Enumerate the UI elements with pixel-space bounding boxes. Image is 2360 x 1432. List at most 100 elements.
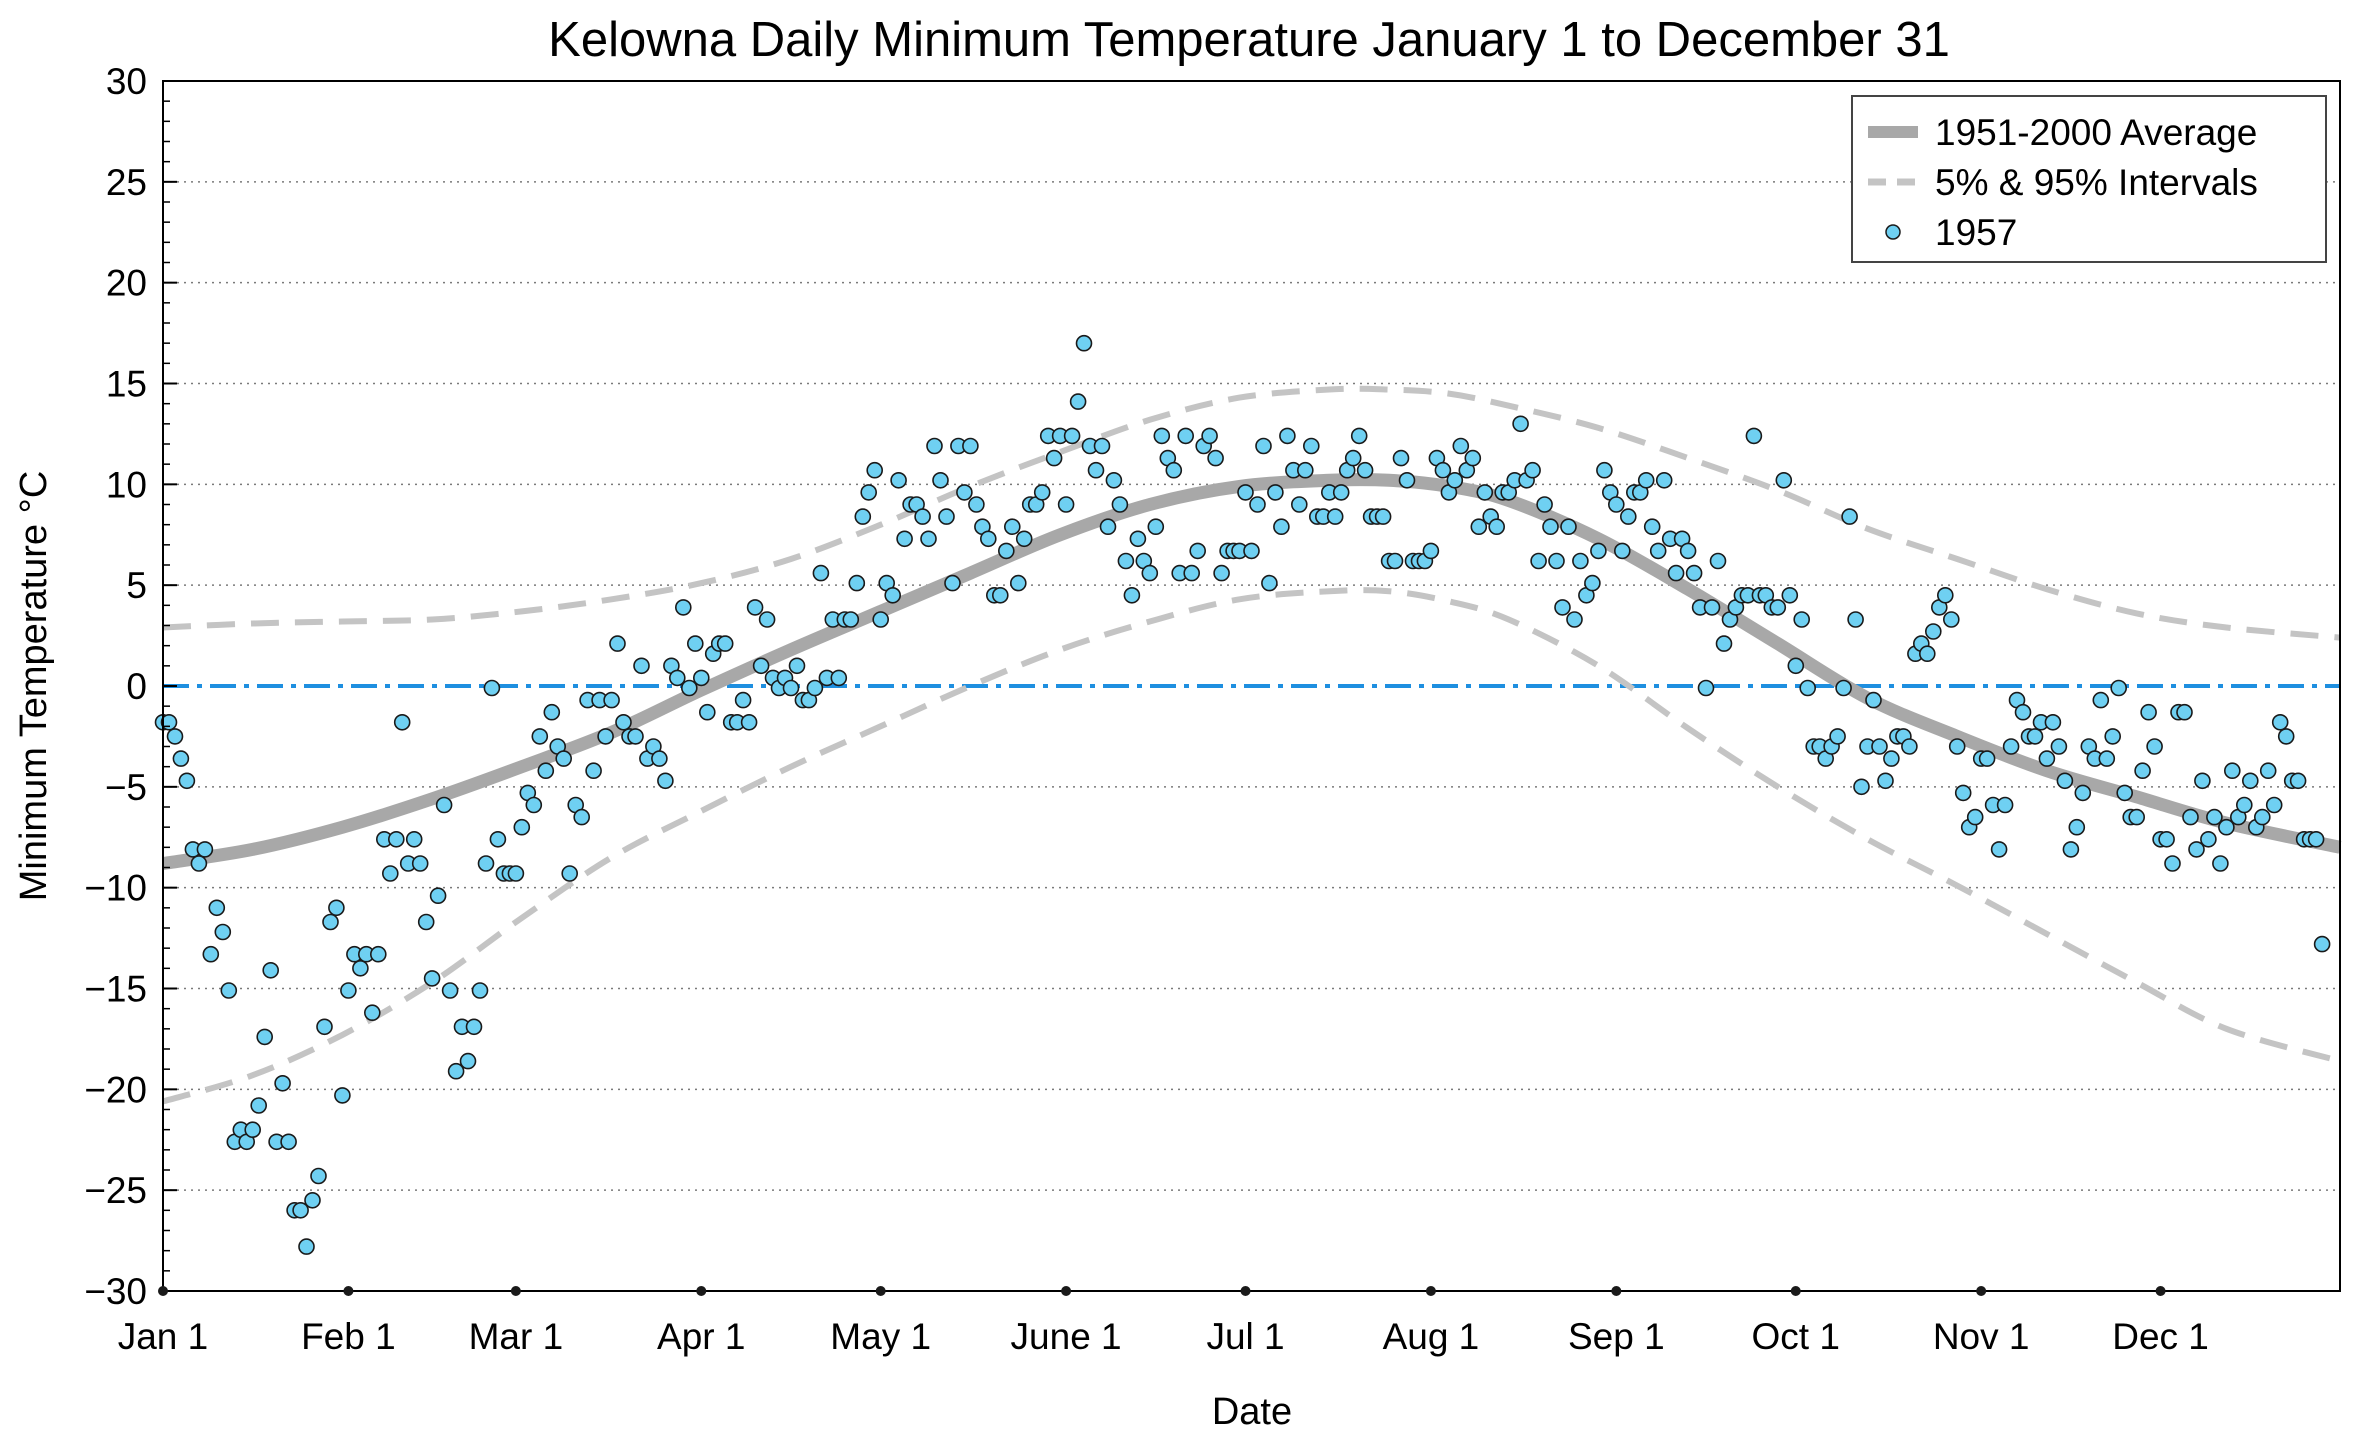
data-point-1957 [274,1075,291,1092]
data-point-1957 [842,611,860,628]
data-point-1957 [322,913,339,931]
data-point-1957 [1434,461,1452,479]
data-point-1957 [698,703,716,721]
data-point-1957 [1326,508,1344,525]
data-point-1957 [1655,471,1673,489]
data-point-1957 [2026,728,2044,745]
data-point-1957 [1099,518,1117,536]
data-point-1957 [1787,657,1805,675]
y-tick-label: −30 [84,1271,147,1312]
data-point-1957 [1596,461,1613,479]
data-point-1957 [1649,542,1667,560]
data-point-1957 [1542,518,1559,536]
data-point-1957 [2206,808,2223,826]
x-tick-label: Nov 1 [1933,1316,2030,1357]
data-point-1957 [1249,496,1266,513]
data-point-1957 [1829,728,1846,745]
data-point-1957 [1608,496,1625,513]
data-point-1957 [2092,691,2110,709]
data-point-1957 [310,1167,327,1185]
data-point-1957 [1524,461,1541,479]
data-point-1957 [1781,586,1799,604]
data-point-1957 [686,635,704,652]
data-point-1957 [746,599,764,616]
x-tick-label: Jan 1 [118,1316,209,1357]
data-point-1957 [991,586,1009,604]
data-point-1957 [196,841,214,858]
data-point-1957 [429,887,447,905]
data-point-1957 [848,574,866,592]
data-point-1957 [244,1121,261,1138]
data-point-1957 [1954,784,1972,802]
data-point-1957 [1937,586,1954,604]
data-point-1957 [1536,496,1553,513]
data-point-1957 [435,796,453,814]
x-tick-marker [510,1286,521,1296]
data-point-1957 [657,772,674,790]
data-point-1957 [483,679,501,697]
data-point-1957 [1841,508,1858,525]
data-point-1957 [334,1087,351,1104]
data-point-1957 [220,982,238,999]
y-tick-label: −20 [84,1069,147,1110]
data-point-1957 [1643,518,1661,536]
data-point-1957 [968,496,985,513]
y-tick-label: −15 [84,969,147,1010]
y-tick-label: 5 [126,565,147,606]
data-point-1957 [1554,599,1571,616]
data-point-1957 [369,945,387,963]
data-point-1957 [1769,599,1787,616]
y-tick-label: −10 [84,868,147,909]
x-tick-label: Mar 1 [469,1316,564,1357]
data-point-1957 [513,818,531,836]
data-point-1957 [1386,552,1404,570]
data-point-1957 [250,1097,268,1114]
data-point-1957 [2068,818,2086,836]
x-tick-marker [343,1286,354,1296]
y-tick-label: 25 [106,162,147,203]
data-point-1957 [1847,611,1864,628]
data-point-1957 [1590,542,1607,560]
data-point-1957 [926,437,943,455]
data-point-1957 [1978,750,1996,767]
data-point-1957 [1213,564,1230,582]
x-tick-label: June 1 [1011,1316,1122,1357]
data-point-1957 [411,855,429,872]
x-tick-marker [875,1286,886,1296]
data-point-1957 [956,484,973,501]
data-point-1957 [1129,530,1147,548]
data-point-1957 [2002,738,2020,755]
data-point-1957 [2176,703,2193,721]
data-point-1957 [896,530,913,548]
data-point-1957 [1207,449,1224,467]
data-point-1957 [1141,564,1159,582]
data-point-1957 [1871,738,1888,755]
data-point-1957 [1015,530,1033,548]
x-axis-label: Date [1212,1391,1292,1432]
y-tick-label: 20 [106,263,147,304]
data-point-1957 [2098,750,2116,767]
data-point-1957 [573,808,591,826]
data-point-1957 [651,750,668,767]
data-point-1957 [603,691,620,709]
data-point-1957 [208,899,226,917]
x-tick-label: Feb 1 [301,1316,396,1357]
x-tick-marker [158,1286,168,1296]
data-point-1957 [788,657,806,675]
data-point-1957 [555,750,573,767]
data-point-1957 [561,865,579,882]
data-point-1957 [2194,772,2211,790]
data-point-1957 [2104,728,2121,745]
data-point-1957 [166,728,184,745]
data-point-1957 [1177,427,1194,445]
data-point-1957 [2164,855,2181,872]
x-tick-label: May 1 [830,1316,931,1357]
data-point-1957 [1901,738,1918,755]
axis-ticks: −30 −25 −20 −15 −10 −5 0 5 10 15 20 25 30 Jan 1 Feb 1 M… [84,61,2209,1357]
data-points [154,334,2331,1255]
data-point-1957 [997,542,1015,560]
data-point-1957 [1996,796,2014,814]
data-point-1957 [716,635,734,652]
x-tick-marker [1611,1286,1622,1296]
data-point-1957 [1943,611,1960,628]
